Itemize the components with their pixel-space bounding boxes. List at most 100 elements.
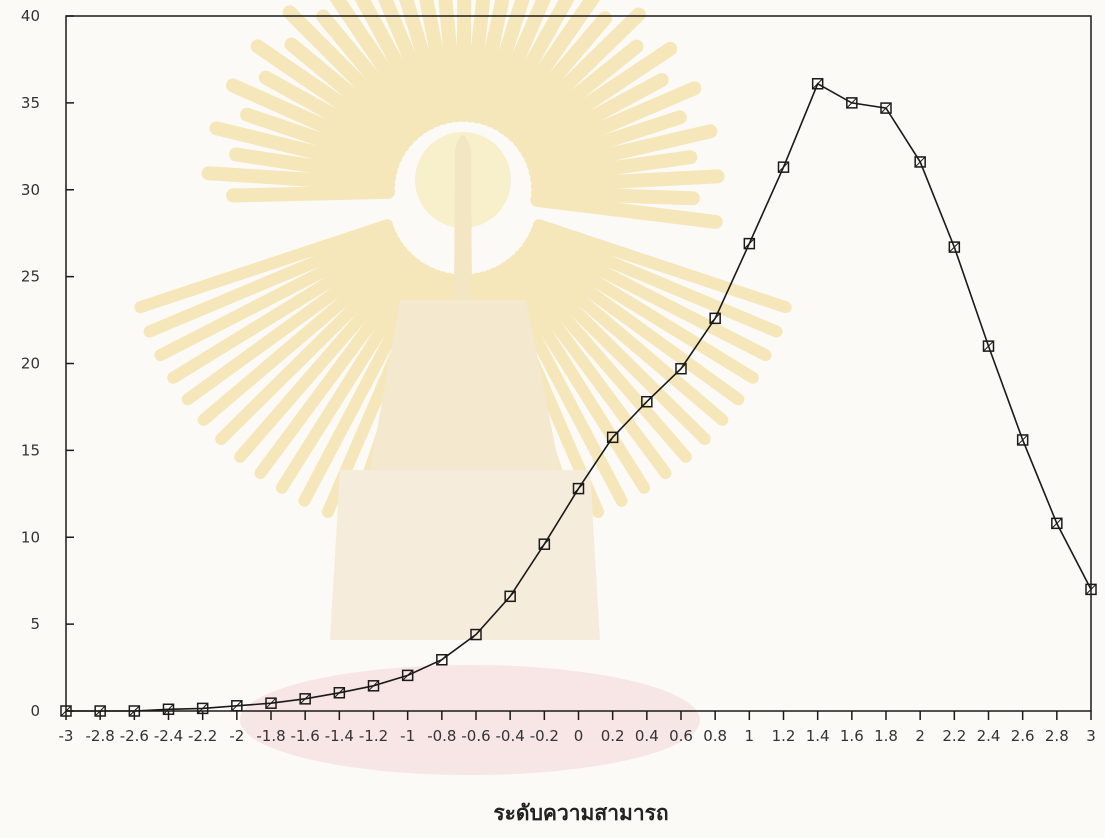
sun-ray — [521, 240, 745, 406]
data-point-marker — [641, 395, 653, 408]
x-tick-label: -1.4 — [325, 727, 354, 745]
x-tick-label: -3 — [59, 727, 74, 745]
x-axis-ticks: -3 -2.8 -2.6 -2.4 -2.2 -2 -1.8 -1.6 -1.4 -1.2 -1 -0… — [59, 711, 1096, 745]
sun-ray — [463, 0, 491, 123]
data-point-marker — [299, 693, 311, 705]
sun-ray — [524, 81, 702, 166]
sun-ray — [516, 41, 678, 154]
marker-diagonal — [538, 538, 550, 550]
marker-diagonal — [197, 703, 209, 714]
x-tick-label: -1.2 — [359, 727, 388, 745]
data-point-marker — [811, 78, 824, 90]
sun-ray — [528, 230, 772, 362]
x-tick-label: 2.2 — [942, 727, 966, 745]
data-point-marker — [231, 700, 243, 712]
sun-ray — [532, 219, 792, 314]
sun-ray — [167, 235, 401, 384]
marker-diagonal — [846, 97, 858, 109]
x-tick-label: 2.4 — [977, 727, 1001, 745]
marker-diagonal — [436, 654, 448, 666]
sun-ray — [525, 235, 759, 384]
data-point-marker — [265, 697, 277, 709]
sun-ray — [419, 0, 457, 124]
x-tick-label: 1 — [745, 727, 755, 745]
data-point-marker — [538, 538, 551, 550]
series-markers — [60, 78, 1097, 717]
marker-diagonal — [60, 705, 72, 717]
sun-ray — [225, 78, 403, 165]
x-tick-label: 3 — [1086, 727, 1096, 745]
data-point-marker — [1051, 517, 1063, 530]
sun-ray — [316, 9, 425, 138]
sun-ray — [509, 254, 692, 463]
data-point-marker — [743, 237, 756, 250]
x-tick-label: -2.4 — [154, 727, 183, 745]
sun-ray — [215, 250, 413, 446]
data-point-marker — [572, 482, 585, 495]
emblem-pedestal — [240, 665, 700, 775]
x-tick-label: 0 — [574, 727, 584, 745]
marker-diagonal — [1051, 517, 1063, 529]
marker-diagonal — [948, 241, 960, 253]
marker-diagonal — [1017, 434, 1029, 446]
data-point-marker — [1085, 583, 1097, 596]
y-tick-label: 15 — [21, 441, 40, 459]
marker-diagonal — [914, 156, 926, 168]
sun-ray — [520, 72, 669, 160]
data-point-marker — [914, 156, 926, 168]
data-point-marker — [94, 705, 106, 717]
sun-ray — [490, 0, 575, 131]
marker-diagonal — [743, 238, 755, 249]
x-tick-label: 1.6 — [840, 727, 864, 745]
x-tick-label: 0.6 — [669, 727, 693, 745]
marker-diagonal — [128, 705, 140, 717]
x-tick-label: 2.6 — [1011, 727, 1035, 745]
sun-ray — [234, 254, 417, 463]
sun-ray — [456, 0, 472, 123]
data-point-marker — [196, 702, 209, 715]
x-tick-label: -0.6 — [461, 727, 490, 745]
marker-diagonal — [163, 703, 174, 715]
sun-ray — [143, 224, 396, 338]
y-tick-label: 20 — [21, 355, 40, 373]
x-tick-label: 1.2 — [772, 727, 796, 745]
sun-ray — [484, 0, 551, 128]
y-tick-label: 30 — [21, 181, 40, 199]
marker-diagonal — [402, 670, 414, 681]
x-tick-label: -0.2 — [530, 727, 559, 745]
data-point-marker — [60, 705, 72, 717]
university-emblem-watermark — [134, 0, 792, 775]
sun-ray — [507, 7, 646, 143]
sun-ray — [530, 169, 725, 193]
sun-ray — [197, 245, 408, 426]
sun-ray — [513, 250, 711, 446]
sun-ray — [477, 0, 530, 126]
marker-diagonal — [333, 687, 345, 699]
data-point-marker — [128, 705, 141, 717]
sun-ray — [496, 0, 601, 134]
sun-ray — [275, 261, 427, 494]
x-tick-label: -1.6 — [291, 727, 320, 745]
sun-ray — [209, 121, 398, 178]
sun-ray — [528, 124, 718, 179]
x-tick-label: -0.4 — [496, 727, 525, 745]
data-point-marker — [401, 669, 414, 682]
sun-ray — [329, 0, 431, 134]
sun-ray — [254, 258, 422, 480]
marker-diagonal — [675, 363, 687, 375]
x-axis-label: ระดับความสามารถ — [493, 801, 668, 825]
sun-ray — [284, 37, 415, 148]
data-point-marker — [162, 703, 175, 716]
sun-ray — [499, 261, 651, 494]
marker-diagonal — [265, 697, 277, 709]
marker-diagonal — [641, 396, 653, 408]
emblem-base — [330, 470, 600, 640]
sun-ray — [504, 258, 672, 480]
data-point-marker — [777, 161, 790, 173]
marker-diagonal — [470, 629, 482, 640]
y-tick-label: 40 — [21, 7, 40, 25]
sun-ray — [240, 107, 400, 172]
sun-ray — [518, 245, 729, 426]
y-tick-label: 0 — [30, 702, 40, 720]
marker-diagonal — [1085, 584, 1097, 595]
